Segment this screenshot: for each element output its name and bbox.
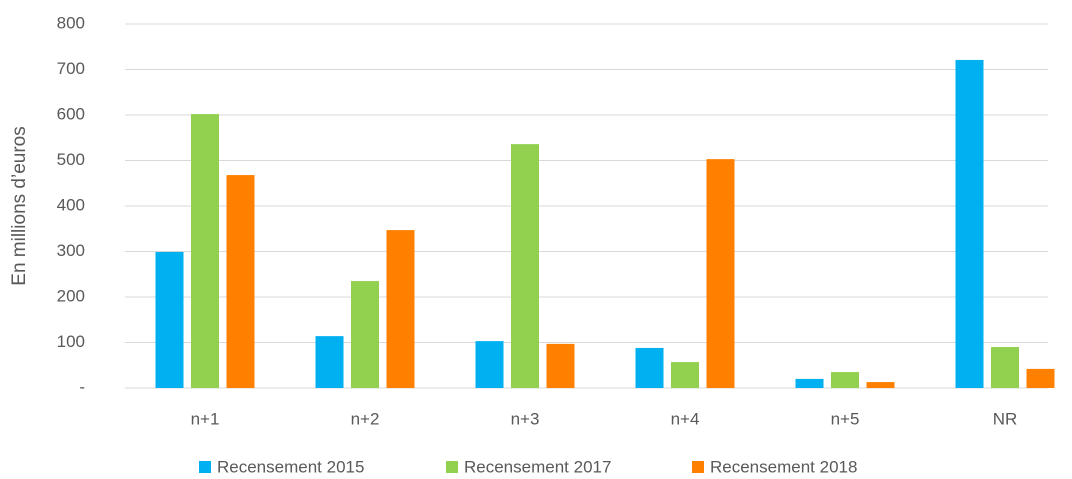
legend-swatch [199, 461, 211, 473]
bar [155, 251, 184, 388]
y-tick-label: 500 [57, 150, 85, 169]
legend-label: Recensement 2017 [464, 457, 611, 476]
y-tick-label: 700 [57, 59, 85, 78]
y-tick-label: 400 [57, 195, 85, 214]
y-tick-label: 200 [57, 286, 85, 305]
bar [351, 281, 379, 388]
y-tick-label: 100 [57, 332, 85, 351]
bar [831, 372, 859, 388]
bar [671, 362, 699, 388]
bar [1026, 368, 1055, 388]
legend-swatch [446, 461, 458, 473]
bar [866, 382, 895, 388]
bar [795, 378, 824, 388]
legend-swatch [692, 461, 704, 473]
y-tick-label: 800 [57, 13, 85, 32]
bar [511, 144, 539, 388]
bar [955, 59, 984, 388]
legend-label: Recensement 2015 [217, 457, 364, 476]
y-tick-label: 600 [57, 104, 85, 123]
x-tick-label: n+1 [191, 409, 220, 428]
bar [315, 336, 344, 388]
y-tick-label: - [79, 377, 85, 396]
x-tick-label: n+4 [671, 409, 700, 428]
legend-label: Recensement 2018 [710, 457, 857, 476]
x-tick-label: n+3 [511, 409, 540, 428]
bar [706, 159, 735, 388]
bar [635, 347, 664, 388]
bar [191, 114, 219, 388]
bar [475, 341, 504, 388]
x-tick-label: n+5 [831, 409, 860, 428]
bar [546, 343, 575, 388]
y-tick-label: 300 [57, 241, 85, 260]
y-axis-title: En millions d’euros [9, 126, 30, 285]
bar [991, 347, 1019, 388]
x-tick-label: n+2 [351, 409, 380, 428]
bar [386, 230, 415, 388]
x-tick-label: NR [993, 409, 1018, 428]
bar [226, 175, 255, 388]
